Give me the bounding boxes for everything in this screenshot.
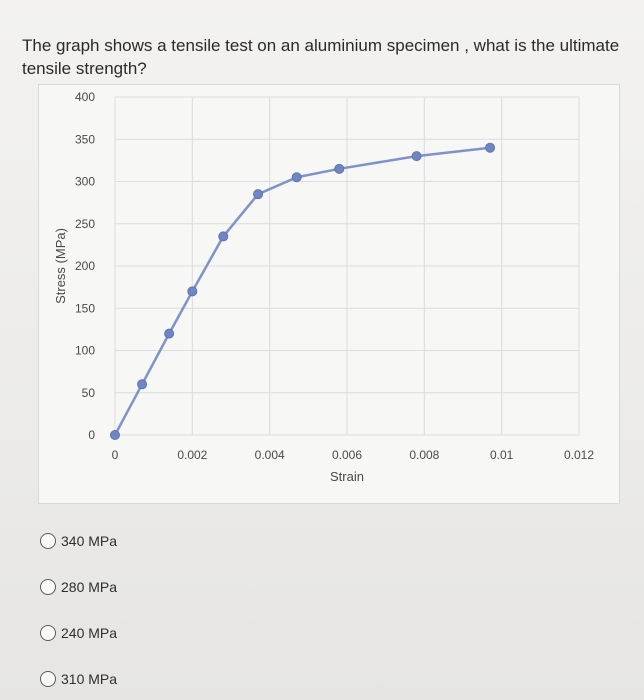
x-tick-label-0: 0: [112, 448, 119, 462]
y-tick-label-0: 0: [88, 428, 95, 442]
y-tick-label-7: 350: [75, 132, 95, 146]
y-axis-title: Stress (MPa): [53, 228, 68, 304]
y-tick-label-2: 100: [75, 344, 95, 358]
y-tick-label-3: 150: [75, 301, 95, 315]
data-point-7: [334, 163, 345, 174]
data-point-4: [218, 231, 229, 242]
y-tick-label-8: 400: [75, 90, 95, 104]
data-point-9: [485, 142, 496, 153]
data-point-6: [291, 172, 302, 183]
y-tick-label-4: 200: [75, 259, 95, 273]
data-point-5: [253, 189, 264, 200]
x-tick-label-1: 0.002: [177, 448, 207, 462]
x-tick-label-4: 0.008: [409, 448, 439, 462]
option-label-1: 340 MPa: [61, 533, 118, 549]
option-label-4: 310 MPa: [61, 671, 118, 687]
chart-area: 0 50 100 150 200 250 300 350 400 0 0.002 0.004 0.006…: [38, 84, 620, 504]
data-point-8: [411, 151, 422, 162]
data-point-2: [164, 328, 175, 339]
y-tick-label-6: 300: [75, 175, 95, 189]
data-point-0: [110, 430, 120, 440]
y-tick-label-5: 250: [75, 217, 95, 231]
x-tick-label-5: 0.01: [490, 448, 514, 462]
y-tick-label-1: 50: [82, 386, 96, 400]
x-tick-label-6: 0.012: [564, 448, 594, 462]
stress-strain-chart: 0 50 100 150 200 250 300 350 400 0 0.002 0.004 0.006…: [53, 90, 594, 484]
x-tick-label-2: 0.004: [255, 448, 285, 462]
option-4[interactable]: 310 MPa: [40, 668, 117, 690]
radio-button-4[interactable]: [40, 671, 56, 687]
option-3[interactable]: 240 MPa: [40, 622, 117, 644]
radio-button-3[interactable]: [40, 625, 56, 641]
option-1[interactable]: 340 MPa: [40, 530, 117, 552]
question-text: The graph shows a tensile test on an alu…: [22, 36, 620, 78]
option-label-3: 240 MPa: [61, 625, 118, 641]
series-line-0: [113, 146, 491, 436]
data-point-1: [137, 379, 148, 390]
answer-options: 340 MPa 280 MPa 240 MPa 310 MPa: [40, 530, 117, 700]
radio-button-2[interactable]: [40, 579, 56, 595]
data-point-3: [187, 286, 198, 297]
option-2[interactable]: 280 MPa: [40, 576, 117, 598]
option-label-2: 280 MPa: [61, 579, 118, 595]
radio-button-1[interactable]: [40, 533, 56, 549]
x-tick-label-3: 0.006: [332, 448, 362, 462]
x-axis-title: Strain: [330, 469, 364, 484]
